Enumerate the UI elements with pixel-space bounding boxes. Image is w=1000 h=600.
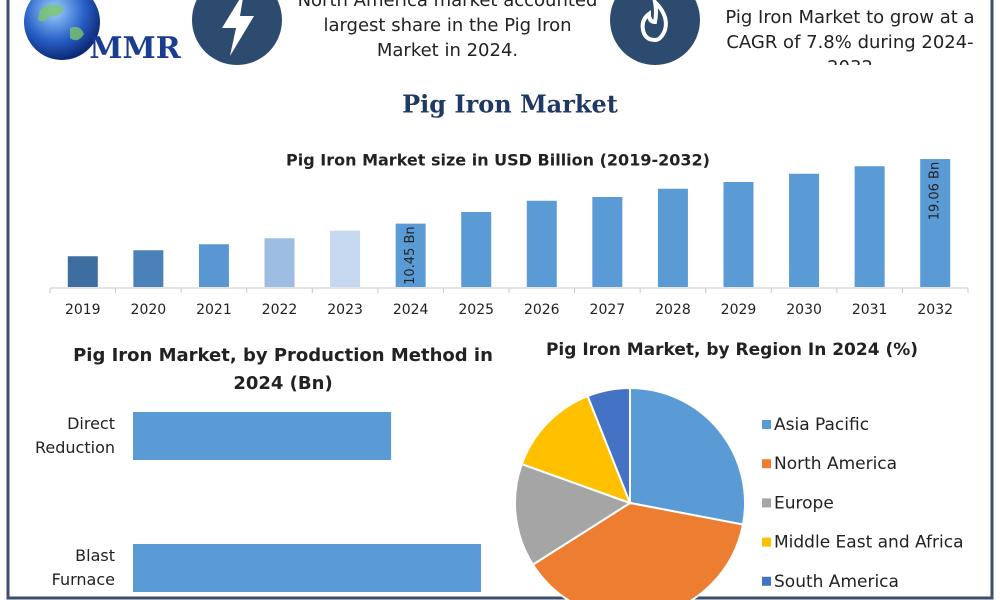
value-label: 19.06 Bn: [928, 162, 943, 221]
bar: [395, 223, 426, 287]
x-tick-label: 2023: [327, 302, 363, 318]
x-tick-label: 2027: [590, 302, 626, 318]
logo-text: MMR: [89, 31, 181, 66]
bar: [461, 212, 492, 287]
legend-swatch: [762, 576, 771, 586]
x-tick-label: 2032: [917, 302, 953, 318]
pie-slice: [531, 501, 745, 600]
bar: [264, 238, 295, 287]
y-tick-label: Direct Reduction: [35, 414, 115, 457]
x-tick-label: 2029: [721, 302, 757, 318]
logo-land: [38, 4, 84, 41]
x-tick-label: 2031: [852, 302, 888, 318]
left-text: North America market accounted largest s…: [297, 0, 598, 61]
x-tick-label: 2020: [131, 302, 167, 318]
x-tick-label: 2024: [393, 302, 429, 318]
icon-circle: [610, 0, 700, 65]
lightning-icon: [222, 0, 254, 56]
legend-swatch: [762, 459, 771, 469]
y-tick-label-box: Blast Furnace: [51, 546, 115, 589]
legend-swatch: [762, 537, 771, 547]
bar: [723, 182, 754, 287]
legend-swatch: [762, 498, 771, 508]
x-tick-label: 2026: [524, 302, 560, 318]
flame-icon: [640, 0, 668, 43]
legend-label: North America: [774, 454, 897, 474]
right-text-box: Pig Iron Market to grow at a CAGR of 7.8…: [725, 7, 975, 65]
main-title: Pig Iron Market: [402, 90, 618, 119]
bar: [920, 159, 951, 287]
x-tick-label: 2019: [65, 302, 101, 318]
bar: [854, 166, 885, 287]
bar: [198, 244, 229, 287]
legend-swatch: [762, 420, 771, 429]
bar: [67, 256, 98, 287]
legend-label: Europe: [774, 493, 834, 513]
x-tick-label: 2022: [262, 302, 298, 318]
bar: [789, 173, 820, 287]
bar: [133, 544, 481, 592]
legend-label: Middle East and Africa: [774, 533, 964, 553]
legend-label: Asia Pacific: [774, 415, 869, 435]
chart-title: Pig Iron Market, by Region In 2024 (%): [546, 340, 918, 360]
y-tick-label-box: Direct Reduction: [35, 414, 115, 457]
bar: [133, 412, 392, 460]
frame: [6, 0, 994, 600]
y-tick-label: Blast Furnace: [51, 546, 115, 589]
x-tick-label: 2030: [786, 302, 822, 318]
right-text: Pig Iron Market to grow at a CAGR of 7.8…: [725, 7, 975, 65]
pie-slice: [586, 386, 631, 504]
chart-title: Pig Iron Market, by Production Method in…: [73, 345, 493, 394]
value-label: 10.45 Bn: [403, 226, 418, 285]
x-tick-label: 2025: [458, 302, 494, 318]
x-tick-label: 2021: [196, 302, 232, 318]
chart-title-box: Pig Iron Market, by Production Method in…: [73, 345, 493, 394]
pie-slice: [520, 394, 632, 505]
pie-slice: [629, 386, 746, 526]
bar: [133, 250, 164, 287]
left-text-box: North America market accounted largest s…: [297, 0, 598, 61]
pie-slice: [514, 462, 633, 567]
bar: [657, 188, 688, 287]
x-tick-label: 2028: [655, 302, 691, 318]
bar: [526, 200, 557, 287]
bar: [592, 197, 623, 287]
legend-label: South America: [774, 572, 899, 592]
chart-title: Pig Iron Market size in USD Billion (201…: [286, 151, 710, 170]
bar: [330, 230, 361, 287]
